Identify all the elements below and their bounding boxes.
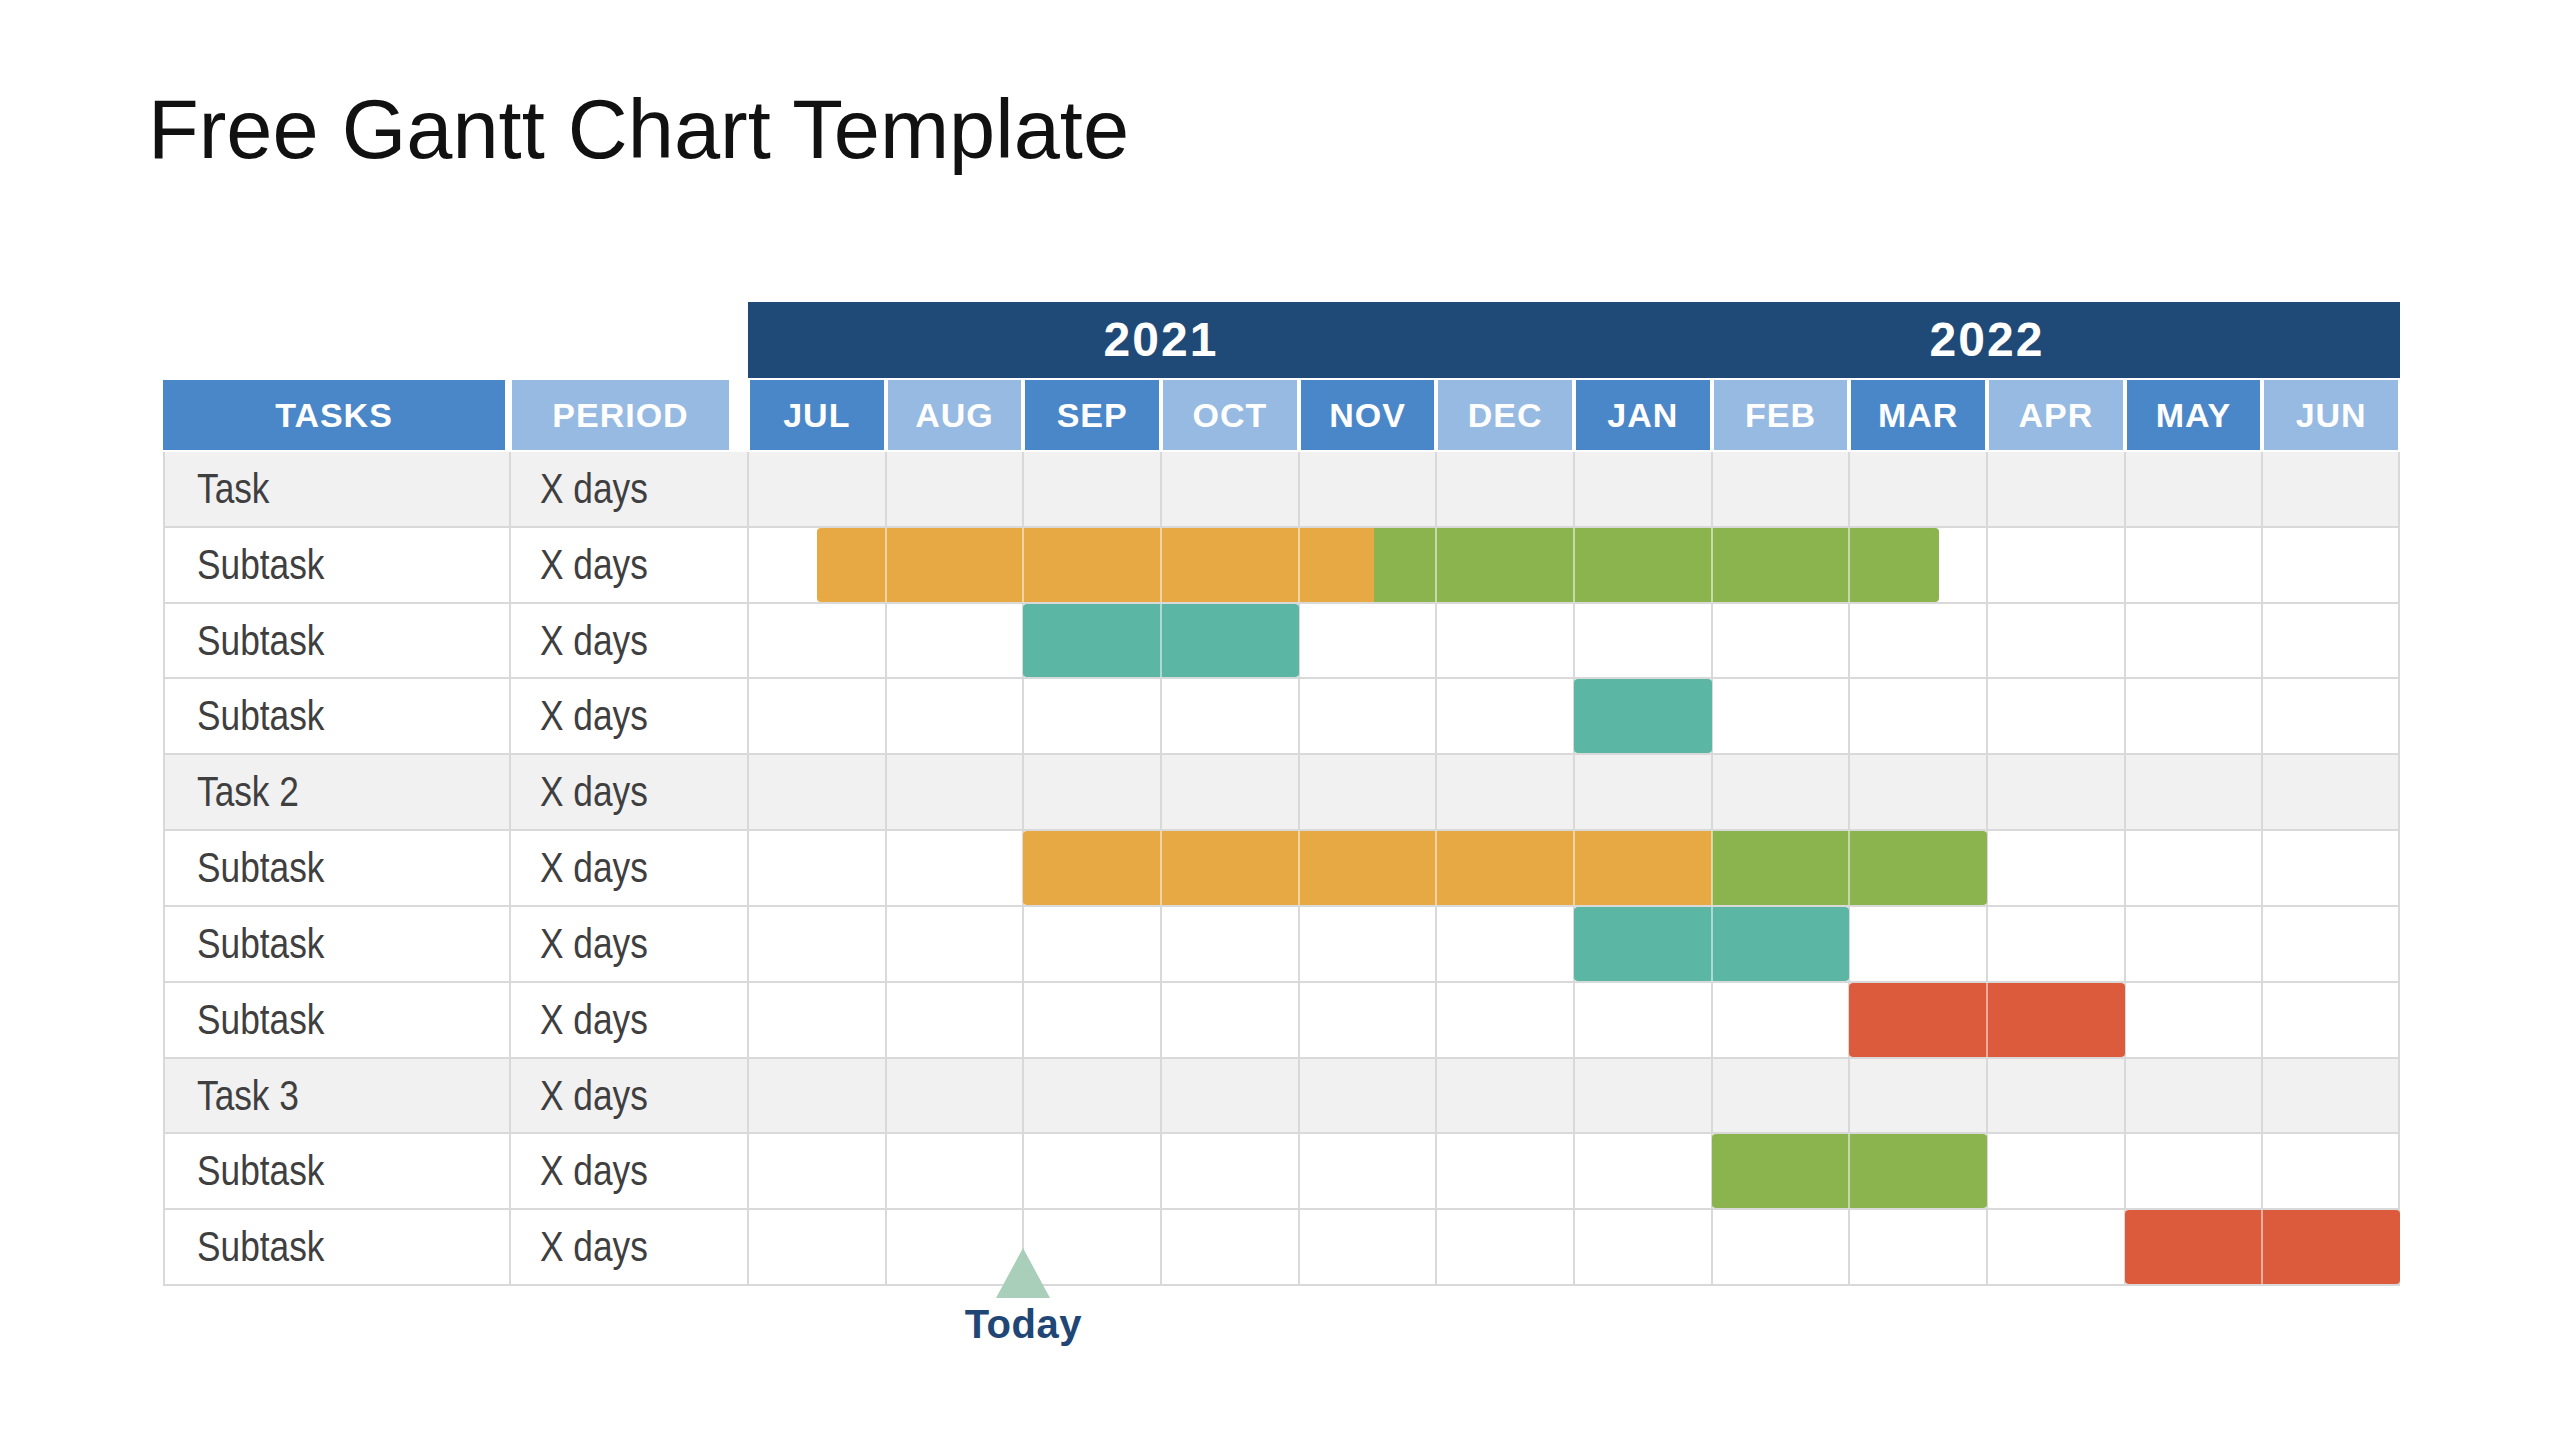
bar-month-seam	[1711, 528, 1713, 602]
bar-month-seam	[1711, 907, 1713, 981]
month-header-may: MAY	[2127, 380, 2261, 450]
bar-month-seam	[1435, 831, 1437, 905]
period-cell-label: X days	[540, 452, 648, 528]
bar-month-seam	[1986, 983, 1988, 1057]
gantt-row-5: Task 2 X days	[163, 755, 2400, 831]
month-header-feb: FEB	[1714, 380, 1848, 450]
bar-month-seam	[1848, 831, 1850, 905]
grid-vline	[2124, 452, 2126, 1286]
task-cell-label: Task	[197, 452, 270, 528]
bar-month-seam	[1848, 528, 1850, 602]
gantt-row-8: Subtask X days	[163, 983, 2400, 1059]
month-header-dec: DEC	[1438, 380, 1572, 450]
task-cell-label: Subtask	[197, 983, 324, 1059]
gantt-row-3: Subtask X days	[163, 604, 2400, 680]
period-cell-label: X days	[540, 907, 648, 983]
bar-month-seam	[1435, 528, 1437, 602]
gantt-bar-run	[1023, 831, 1987, 905]
gantt-row-11: Subtask X days	[163, 1210, 2400, 1286]
gantt-row-6: Subtask X days	[163, 831, 2400, 907]
year-label-2022: 2022	[1574, 302, 2400, 378]
gantt-row-7: Subtask X days	[163, 907, 2400, 983]
grid-vline	[747, 452, 749, 1286]
gantt-row-1: Task X days	[163, 452, 2400, 528]
month-header-aug: AUG	[888, 380, 1022, 450]
task-cell-label: Subtask	[197, 679, 324, 755]
period-cell-label: X days	[540, 831, 648, 907]
period-cell-label: X days	[540, 1059, 648, 1135]
grid-vline	[509, 452, 511, 1286]
gantt-bar-run	[1574, 679, 1712, 753]
bar-month-seam	[1160, 604, 1162, 678]
today-marker-triangle	[996, 1248, 1050, 1298]
gantt-bar-run	[1574, 907, 1849, 981]
month-header-apr: APR	[1989, 380, 2123, 450]
month-header-nov: NOV	[1301, 380, 1435, 450]
grid-vline	[2398, 452, 2400, 1286]
task-cell-label: Subtask	[197, 604, 324, 680]
bar-month-seam	[1573, 528, 1575, 602]
task-cell-label: Subtask	[197, 831, 324, 907]
period-cell-label: X days	[540, 755, 648, 831]
today-label: Today	[873, 1302, 1173, 1347]
period-cell-label: X days	[540, 679, 648, 755]
bar-month-seam	[1160, 831, 1162, 905]
task-cell-label: Subtask	[197, 1210, 324, 1286]
task-cell-label: Subtask	[197, 1134, 324, 1210]
bar-month-seam	[1711, 831, 1713, 905]
task-cell-label: Task 2	[197, 755, 299, 831]
gantt-chart: 20212022 TASKSPERIOD JULAUGSEPOCTNOVDECJAN…	[163, 302, 2400, 1286]
gantt-bar-teal	[1574, 679, 1712, 753]
bar-month-seam	[1022, 528, 1024, 602]
bar-month-seam	[1573, 831, 1575, 905]
column-header-period: PERIOD	[512, 380, 729, 450]
period-cell-label: X days	[540, 1134, 648, 1210]
month-header-mar: MAR	[1851, 380, 1985, 450]
gantt-bar-run	[817, 528, 1939, 602]
period-cell-label: X days	[540, 1210, 648, 1286]
gantt-bar-green	[1374, 528, 1938, 602]
bar-month-seam	[1298, 831, 1300, 905]
month-header-sep: SEP	[1025, 380, 1159, 450]
task-cell-label: Subtask	[197, 907, 324, 983]
month-header-oct: OCT	[1163, 380, 1297, 450]
gantt-row-2: Subtask X days	[163, 528, 2400, 604]
bar-month-seam	[1160, 528, 1162, 602]
slide-title: Free Gantt Chart Template	[148, 88, 1129, 171]
year-label-2021: 2021	[748, 302, 1574, 378]
month-header-jun: JUN	[2264, 380, 2398, 450]
gantt-bar-orange	[817, 528, 1375, 602]
gantt-bar-run	[1023, 604, 1298, 678]
grid-vline	[163, 452, 165, 1286]
bar-month-seam	[1298, 528, 1300, 602]
gantt-bar-run	[2125, 1210, 2400, 1284]
bar-month-seam	[1848, 1134, 1850, 1208]
gantt-bar-run	[1849, 983, 2124, 1057]
gantt-bar-run	[1712, 1134, 1987, 1208]
gantt-row-9: Task 3 X days	[163, 1059, 2400, 1135]
gantt-row-4: Subtask X days	[163, 679, 2400, 755]
column-header-tasks: TASKS	[163, 380, 505, 450]
period-cell-label: X days	[540, 528, 648, 604]
gantt-row-10: Subtask X days	[163, 1134, 2400, 1210]
period-cell-label: X days	[540, 604, 648, 680]
month-header-jul: JUL	[750, 380, 884, 450]
bar-month-seam	[2261, 1210, 2263, 1284]
gantt-bar-orange	[1023, 831, 1712, 905]
bar-month-seam	[885, 528, 887, 602]
task-cell-label: Task 3	[197, 1059, 299, 1135]
month-header-jan: JAN	[1576, 380, 1710, 450]
grid-vline	[2261, 452, 2263, 1286]
task-cell-label: Subtask	[197, 528, 324, 604]
period-cell-label: X days	[540, 983, 648, 1059]
